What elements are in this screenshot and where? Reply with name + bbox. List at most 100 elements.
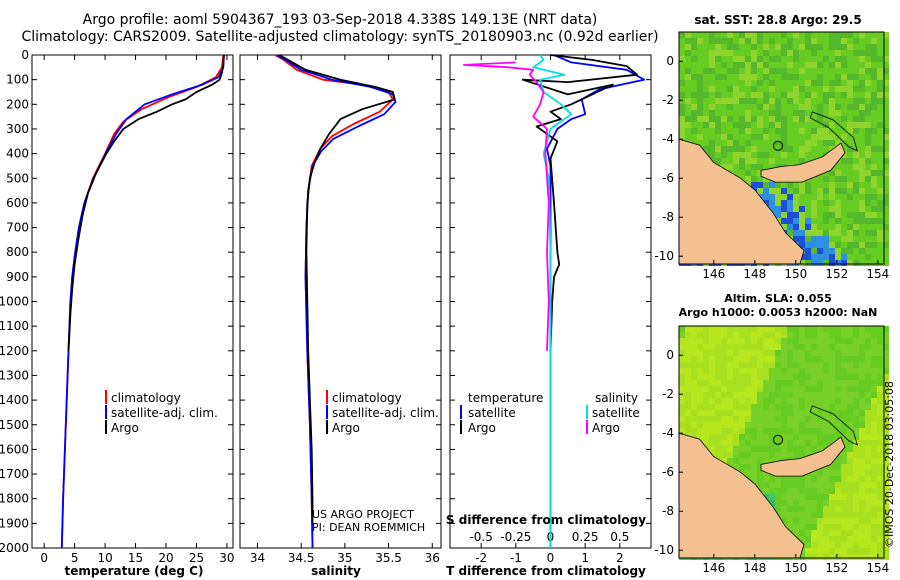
map-cell: [847, 146, 853, 152]
map-cell: [763, 404, 769, 410]
map-cell: [733, 386, 739, 392]
map-cell: [853, 386, 859, 392]
map-cell: [871, 506, 877, 512]
map-cell: [763, 176, 769, 182]
map-cell: [823, 338, 829, 344]
map-cell: [769, 164, 775, 170]
map-cell: [715, 434, 721, 440]
map-cell: [691, 386, 697, 392]
s-difference-label: S difference from climatology: [446, 513, 646, 527]
map-cell: [733, 362, 739, 368]
map-cell: [751, 386, 757, 392]
map-cell: [823, 44, 829, 50]
map-cell: [721, 38, 727, 44]
map-cell: [733, 122, 739, 128]
map-cell: [763, 50, 769, 56]
map-cell: [727, 164, 733, 170]
map-cell: [793, 398, 799, 404]
map-cell: [835, 140, 841, 146]
map-cell: [781, 152, 787, 158]
map-cell: [817, 200, 823, 206]
map-cell: [781, 416, 787, 422]
map-cell: [877, 542, 883, 548]
map-cell: [703, 350, 709, 356]
map-cell: [811, 530, 817, 536]
map-cell: [841, 104, 847, 110]
map-cell: [847, 344, 853, 350]
map-cell: [757, 458, 763, 464]
map-cell: [757, 368, 763, 374]
map-cell: [685, 80, 691, 86]
map-cell: [829, 74, 835, 80]
map-cell: [775, 194, 781, 200]
map-cell: [715, 338, 721, 344]
map-cell: [853, 212, 859, 218]
map-cell: [787, 344, 793, 350]
map-cell: [859, 482, 865, 488]
map-cell: [805, 332, 811, 338]
map-cell: [871, 338, 877, 344]
map-cell: [775, 158, 781, 164]
map-cell: [853, 422, 859, 428]
map-cell: [679, 416, 685, 422]
map-cell: [829, 332, 835, 338]
x-tick-label: 20: [158, 551, 173, 565]
map-cell: [763, 350, 769, 356]
map-cell: [823, 260, 829, 266]
map-cell: [835, 242, 841, 248]
map-cell: [745, 326, 751, 332]
map-cell: [787, 98, 793, 104]
map-cell: [853, 470, 859, 476]
map-cell: [769, 350, 775, 356]
map-cell: [685, 374, 691, 380]
legend-temp-heading: temperature: [468, 391, 543, 405]
map-cell: [859, 74, 865, 80]
map-cell: [703, 434, 709, 440]
map-cell: [733, 116, 739, 122]
map-cell: [877, 140, 883, 146]
map-cell: [859, 476, 865, 482]
map-cell: [769, 392, 775, 398]
map-cell: [793, 92, 799, 98]
map-cell: [859, 140, 865, 146]
map-cell: [883, 236, 889, 242]
map-cell: [769, 332, 775, 338]
map-cell: [805, 386, 811, 392]
map-cell: [721, 158, 727, 164]
map-cell: [871, 206, 877, 212]
map-cell: [715, 368, 721, 374]
map-cell: [817, 494, 823, 500]
map-cell: [799, 428, 805, 434]
map-cell: [859, 386, 865, 392]
map-cell: [883, 386, 889, 392]
map-cell: [811, 536, 817, 542]
map-cell: [841, 410, 847, 416]
map-cell: [817, 248, 823, 254]
map-cell: [823, 80, 829, 86]
map-cell: [715, 104, 721, 110]
map-cell: [757, 110, 763, 116]
map-cell: [727, 338, 733, 344]
map-cell: [883, 98, 889, 104]
map-cell: [685, 350, 691, 356]
map-cell: [877, 44, 883, 50]
map-cell: [859, 44, 865, 50]
map-cell: [847, 326, 853, 332]
map-cell: [763, 458, 769, 464]
map-cell: [781, 410, 787, 416]
map-cell: [811, 62, 817, 68]
map-cell: [757, 86, 763, 92]
map-cell: [877, 170, 883, 176]
map-cell: [871, 236, 877, 242]
map-cell: [733, 56, 739, 62]
map-cell: [733, 74, 739, 80]
map-cell: [859, 530, 865, 536]
map-cell: [829, 428, 835, 434]
map-cell: [883, 338, 889, 344]
map-cell: [853, 416, 859, 422]
map-cell: [709, 62, 715, 68]
map-cell: [877, 326, 883, 332]
map-cell: [679, 56, 685, 62]
map-cell: [703, 44, 709, 50]
